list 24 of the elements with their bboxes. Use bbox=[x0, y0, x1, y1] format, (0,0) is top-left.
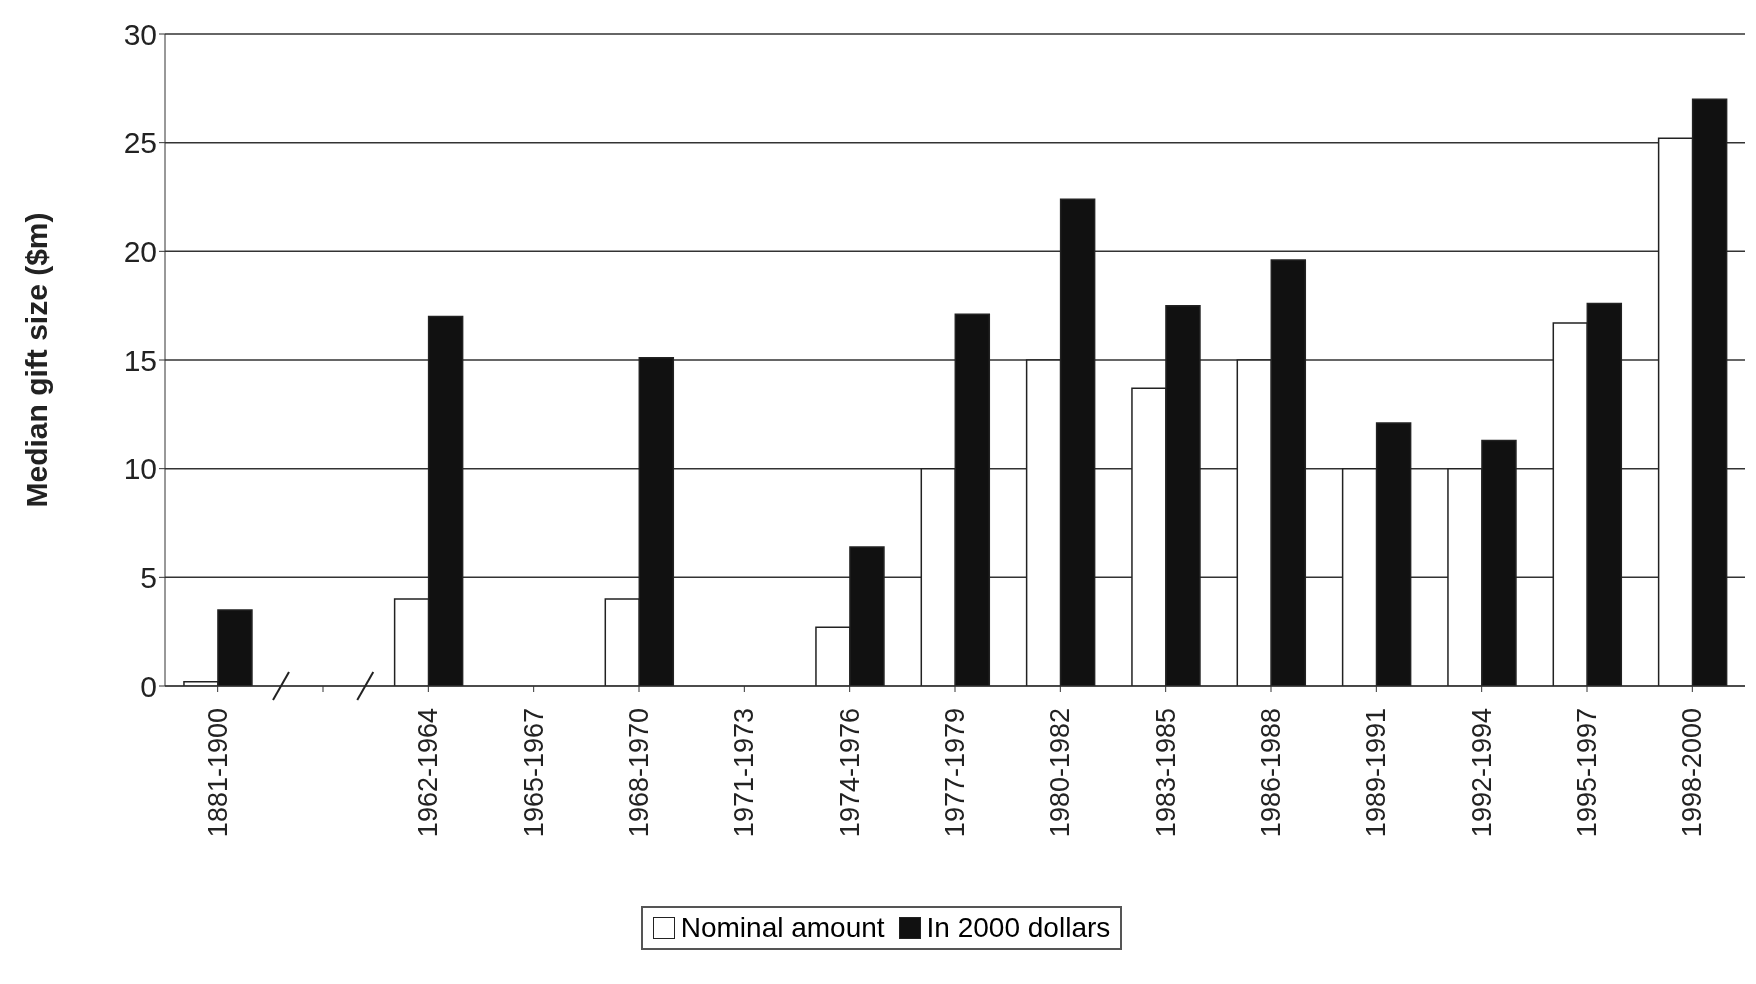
x-tick-label: 1989-1991 bbox=[1361, 708, 1392, 838]
legend-label: In 2000 dollars bbox=[926, 912, 1111, 944]
x-tick-label: 1968-1970 bbox=[624, 708, 654, 838]
y-tick-label: 5 bbox=[140, 560, 157, 594]
x-tick-label: 1965-1967 bbox=[518, 708, 549, 838]
y-tick-label: 0 bbox=[140, 669, 157, 703]
x-tick-label: 1962-1964 bbox=[413, 708, 444, 838]
legend-label: Nominal amount bbox=[680, 912, 885, 944]
x-tick-label: 1998-2000 bbox=[1677, 708, 1708, 838]
x-tick-label: 1974-1976 bbox=[834, 708, 865, 838]
x-tick-label: 1995-1997 bbox=[1572, 708, 1602, 838]
x-tick-label: 1977-1979 bbox=[940, 708, 970, 838]
y-tick-label: 25 bbox=[123, 126, 157, 160]
x-tick-label: 1983-1985 bbox=[1150, 708, 1181, 838]
y-tick-label: 20 bbox=[123, 234, 157, 268]
x-tick-label: 1980-1982 bbox=[1045, 708, 1076, 838]
x-tick-label: 1992-1994 bbox=[1466, 708, 1497, 838]
x-tick-label: 1986-1988 bbox=[1256, 708, 1286, 838]
x-tick-label: 1971-1973 bbox=[729, 708, 760, 838]
y-axis-title: Median gift size ($m) bbox=[19, 212, 53, 508]
y-tick-label: 15 bbox=[123, 343, 157, 377]
x-tick-label: 1881-1900 bbox=[202, 708, 233, 838]
y-tick-label: 30 bbox=[123, 17, 157, 51]
y-tick-label: 10 bbox=[123, 452, 157, 486]
